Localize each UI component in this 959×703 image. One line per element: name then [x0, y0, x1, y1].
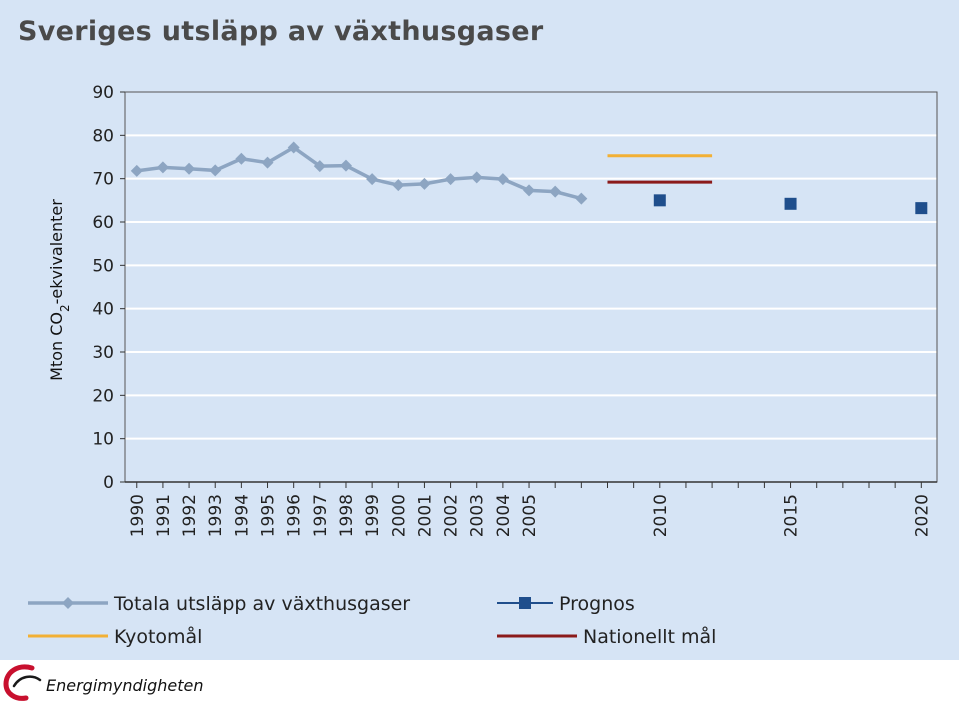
y-tick-label: 80: [92, 126, 114, 146]
energimyndigheten-logo-icon: [3, 664, 42, 701]
y-tick-label: 70: [92, 170, 114, 190]
x-tick-label: 1999: [363, 494, 383, 537]
chart-panel: Sveriges utsläpp av växthusgaser 0 10 20 30…: [0, 0, 959, 660]
data-point-totala: [549, 185, 562, 198]
data-point-totala: [366, 173, 379, 186]
x-tick-label: 1990: [128, 494, 148, 537]
x-tick-label: 2010: [651, 494, 671, 537]
data-point-totala: [523, 184, 536, 197]
legend-label: Kyotomål: [114, 625, 202, 648]
y-tick-label: 20: [92, 386, 114, 406]
data-point-totala: [130, 164, 143, 177]
data-point-totala: [470, 171, 483, 184]
chart-svg: 0 10 20 30 40 50 60 70 80 90 1990 1991 1992 1993 1994…: [28, 83, 938, 648]
x-tick-label: 2000: [389, 494, 409, 537]
data-point-totala: [496, 173, 509, 186]
legend: Totala utsläpp av växthusgaser Prognos Kyo…: [28, 593, 716, 648]
data-point-totala: [418, 177, 431, 190]
x-tick-label: 1996: [285, 494, 305, 537]
data-point-totala: [287, 141, 300, 154]
data-point-totala: [392, 179, 405, 192]
data-point-totala: [156, 161, 169, 174]
x-tick-label: 2005: [520, 494, 540, 537]
x-tick-label: 1997: [311, 494, 331, 537]
data-point-prognos: [653, 194, 666, 207]
data-point-totala: [261, 156, 274, 169]
y-tick-label: 50: [92, 256, 114, 276]
legend-swatch-marker: [519, 597, 531, 609]
y-tick-label: 30: [92, 343, 114, 363]
x-tick-label: 1993: [206, 494, 226, 537]
chart-title: Sveriges utsläpp av växthusgaser: [18, 16, 544, 47]
data-point-totala: [575, 192, 588, 205]
brand-name: Energimyndigheten: [46, 676, 204, 695]
y-tick-label: 40: [92, 300, 114, 320]
y-tick-label: 90: [92, 83, 114, 103]
data-point-prognos: [784, 197, 797, 210]
data-point-totala: [339, 159, 352, 172]
x-tick-label: 2002: [442, 494, 462, 537]
brand: Energimyndigheten: [2, 662, 262, 702]
data-point-totala: [313, 160, 326, 173]
legend-swatch-marker: [62, 597, 74, 609]
x-tick-label: 2020: [912, 494, 932, 537]
data-point-prognos: [915, 202, 928, 215]
x-tick-label: 1992: [180, 494, 200, 537]
x-tick-label: 1995: [259, 494, 279, 537]
legend-label: Nationellt mål: [583, 625, 716, 648]
x-tick-label: 1998: [337, 494, 357, 537]
y-tick-label: 10: [92, 430, 114, 450]
y-tick-label: 60: [92, 213, 114, 233]
plot-area-background: [125, 92, 937, 482]
x-tick-label: 2003: [468, 494, 488, 537]
y-tick-label: 0: [103, 473, 114, 493]
legend-label: Totala utsläpp av växthusgaser: [113, 593, 410, 615]
x-tick-label: 2015: [782, 494, 802, 537]
data-point-totala: [209, 164, 222, 177]
x-tick-label: 2001: [415, 494, 435, 537]
x-tick-label: 2004: [494, 494, 514, 537]
legend-label: Prognos: [559, 593, 635, 615]
x-tick-label: 1991: [154, 494, 174, 537]
data-point-totala: [444, 173, 457, 186]
y-axis-label: Mton CO2-ekvivalenter: [47, 199, 72, 381]
data-point-totala: [235, 152, 248, 165]
data-point-totala: [183, 162, 196, 175]
x-tick-label: 1994: [232, 494, 252, 537]
